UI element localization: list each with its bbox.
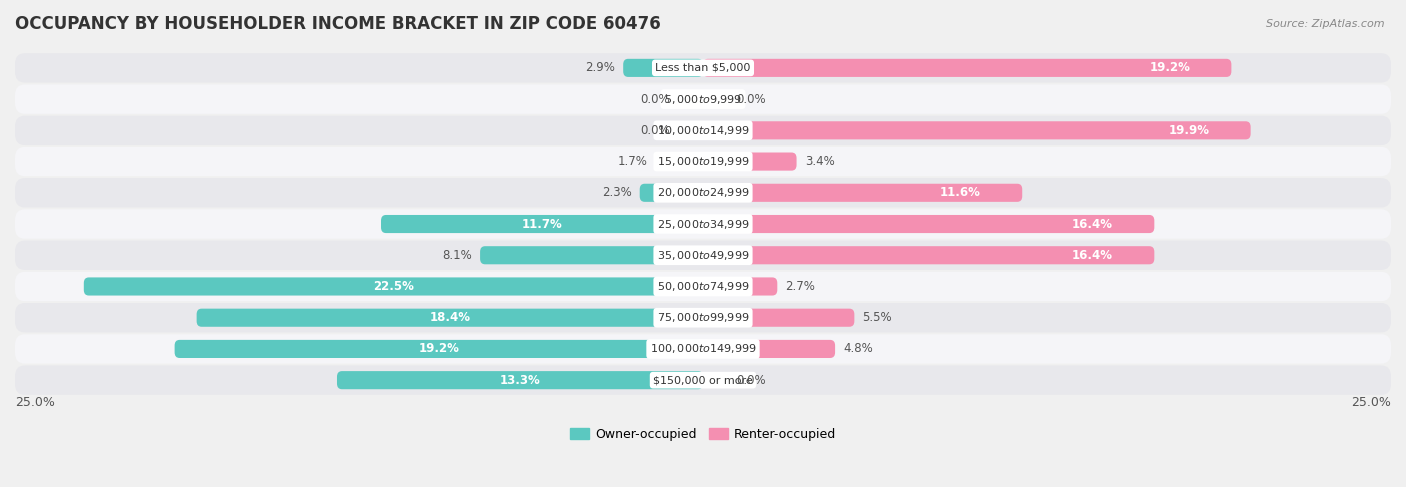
Text: 25.0%: 25.0% <box>1351 396 1391 409</box>
FancyBboxPatch shape <box>15 53 1391 83</box>
FancyBboxPatch shape <box>623 59 703 77</box>
FancyBboxPatch shape <box>381 215 703 233</box>
FancyBboxPatch shape <box>703 59 1232 77</box>
FancyBboxPatch shape <box>337 371 703 389</box>
FancyBboxPatch shape <box>703 246 1154 264</box>
Text: $20,000 to $24,999: $20,000 to $24,999 <box>657 187 749 199</box>
Text: $150,000 or more: $150,000 or more <box>654 375 752 385</box>
Text: 19.2%: 19.2% <box>419 342 460 356</box>
FancyBboxPatch shape <box>84 278 703 296</box>
FancyBboxPatch shape <box>703 340 835 358</box>
Text: $25,000 to $34,999: $25,000 to $34,999 <box>657 218 749 230</box>
Text: 0.0%: 0.0% <box>735 93 766 106</box>
FancyBboxPatch shape <box>15 241 1391 270</box>
Text: 19.2%: 19.2% <box>1149 61 1189 75</box>
Text: 4.8%: 4.8% <box>844 342 873 356</box>
Text: 19.9%: 19.9% <box>1168 124 1209 137</box>
FancyBboxPatch shape <box>703 309 855 327</box>
Text: 0.0%: 0.0% <box>640 124 671 137</box>
Text: 11.6%: 11.6% <box>941 187 981 199</box>
Text: 5.5%: 5.5% <box>863 311 893 324</box>
Text: 8.1%: 8.1% <box>441 249 472 262</box>
Text: $10,000 to $14,999: $10,000 to $14,999 <box>657 124 749 137</box>
Text: 2.3%: 2.3% <box>602 187 631 199</box>
FancyBboxPatch shape <box>479 246 703 264</box>
FancyBboxPatch shape <box>15 303 1391 333</box>
Text: 2.7%: 2.7% <box>786 280 815 293</box>
Text: $50,000 to $74,999: $50,000 to $74,999 <box>657 280 749 293</box>
FancyBboxPatch shape <box>15 272 1391 301</box>
Text: 16.4%: 16.4% <box>1071 218 1114 230</box>
Text: Source: ZipAtlas.com: Source: ZipAtlas.com <box>1267 19 1385 30</box>
Text: 18.4%: 18.4% <box>429 311 471 324</box>
FancyBboxPatch shape <box>15 334 1391 364</box>
Text: 0.0%: 0.0% <box>735 374 766 387</box>
FancyBboxPatch shape <box>703 152 797 170</box>
FancyBboxPatch shape <box>703 121 1251 139</box>
FancyBboxPatch shape <box>15 365 1391 395</box>
Text: OCCUPANCY BY HOUSEHOLDER INCOME BRACKET IN ZIP CODE 60476: OCCUPANCY BY HOUSEHOLDER INCOME BRACKET … <box>15 15 661 33</box>
Text: Less than $5,000: Less than $5,000 <box>655 63 751 73</box>
Legend: Owner-occupied, Renter-occupied: Owner-occupied, Renter-occupied <box>565 423 841 446</box>
Text: 11.7%: 11.7% <box>522 218 562 230</box>
Text: 16.4%: 16.4% <box>1071 249 1114 262</box>
FancyBboxPatch shape <box>657 152 703 170</box>
Text: 1.7%: 1.7% <box>619 155 648 168</box>
FancyBboxPatch shape <box>15 115 1391 145</box>
FancyBboxPatch shape <box>15 84 1391 114</box>
Text: 22.5%: 22.5% <box>373 280 413 293</box>
Text: 0.0%: 0.0% <box>640 93 671 106</box>
FancyBboxPatch shape <box>15 209 1391 239</box>
FancyBboxPatch shape <box>703 278 778 296</box>
Text: $75,000 to $99,999: $75,000 to $99,999 <box>657 311 749 324</box>
Text: 2.9%: 2.9% <box>585 61 614 75</box>
FancyBboxPatch shape <box>15 147 1391 176</box>
FancyBboxPatch shape <box>15 178 1391 207</box>
FancyBboxPatch shape <box>703 184 1022 202</box>
FancyBboxPatch shape <box>703 215 1154 233</box>
Text: 13.3%: 13.3% <box>499 374 540 387</box>
FancyBboxPatch shape <box>174 340 703 358</box>
Text: $100,000 to $149,999: $100,000 to $149,999 <box>650 342 756 356</box>
Text: 3.4%: 3.4% <box>804 155 835 168</box>
FancyBboxPatch shape <box>640 184 703 202</box>
FancyBboxPatch shape <box>197 309 703 327</box>
Text: $35,000 to $49,999: $35,000 to $49,999 <box>657 249 749 262</box>
Text: $15,000 to $19,999: $15,000 to $19,999 <box>657 155 749 168</box>
Text: 25.0%: 25.0% <box>15 396 55 409</box>
Text: $5,000 to $9,999: $5,000 to $9,999 <box>664 93 742 106</box>
